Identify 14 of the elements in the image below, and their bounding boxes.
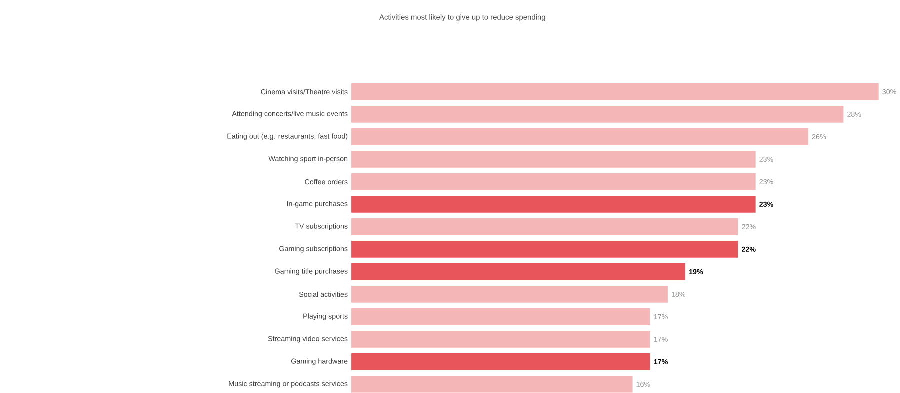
- bar: [352, 128, 809, 146]
- bar: [352, 106, 844, 123]
- bar: [352, 174, 756, 190]
- bar: [352, 286, 668, 303]
- bar: [352, 84, 879, 100]
- bar: [352, 264, 686, 280]
- bar: [352, 151, 756, 168]
- bar: [352, 196, 756, 213]
- bar: [352, 241, 738, 258]
- bar: [352, 218, 738, 236]
- bar: [352, 331, 650, 348]
- bar: [352, 376, 633, 393]
- bar: [352, 354, 650, 370]
- bar: [352, 308, 650, 326]
